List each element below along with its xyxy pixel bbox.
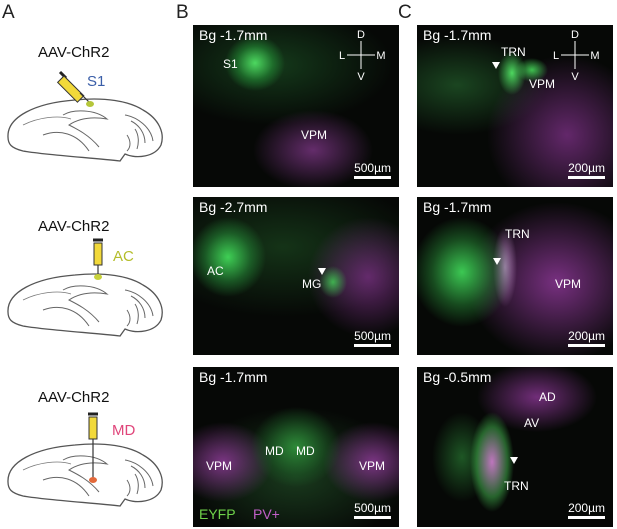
legend-item: PV+ [253,506,280,522]
legend-item: EYFP [199,506,236,522]
brain-outline [7,98,163,162]
axis-ventral: V [571,71,579,81]
arrowhead [493,258,501,265]
axis-medial: M [590,50,599,62]
panel-label: B [176,2,189,23]
target-label: S1 [87,73,106,90]
axis-lateral: L [553,50,559,62]
scale-bar: 200µm [568,329,605,347]
brain-outline [7,273,163,337]
scale-label: 500µm [354,501,391,515]
coordinate: Bg -1.7mm [199,27,268,43]
virus-label: AAV-ChR2 [38,218,110,235]
scale-label: 200µm [568,161,605,175]
scale-bar: 500µm [354,161,391,179]
scale-label: 200µm [568,501,605,515]
micrograph: Bg -0.5mm AD AV TRN 200µm [417,367,613,527]
orientation-cross: D L M V [339,29,386,81]
target-label: AC [113,248,134,265]
region-label: VPM [206,459,233,473]
virus-label: AAV-ChR2 [38,44,110,61]
axis-medial: M [376,50,385,62]
arrowhead [510,457,518,464]
region-label: TRN [505,227,530,241]
brain-outline [7,443,163,507]
micrograph: Bg -1.7mm TRN VPM D L M V 200µm [417,25,613,187]
scale-bar: 200µm [568,161,605,179]
region-label: VPM [529,77,556,91]
injection-diagrams [7,70,163,507]
region-label: MD [265,444,284,458]
scale-bar: 500µm [354,329,391,347]
region-label: VPM [555,277,582,291]
coordinate: Bg -2.7mm [199,199,268,215]
orientation-cross: D L M V [553,29,600,81]
region-label: TRN [501,45,526,59]
region-label: VPM [301,128,328,142]
arrowhead [492,62,500,69]
region-label: MD [296,444,315,458]
coordinate: Bg -0.5mm [423,369,492,385]
coordinate: Bg -1.7mm [423,199,492,215]
axis-dorsal: D [571,29,579,41]
coordinate: Bg -1.7mm [199,369,268,385]
scale-bar: 200µm [568,501,605,519]
region-label: TRN [504,479,529,493]
micrograph: Bg -1.7mm S1 VPM D L M V 500µm [193,25,399,187]
axis-dorsal: D [357,29,365,41]
panel-label: C [398,2,412,23]
scale-label: 500µm [354,329,391,343]
scale-label: 200µm [568,329,605,343]
micrograph: Bg -2.7mm AC MG 500µm [193,197,399,355]
axis-ventral: V [357,71,365,81]
syringe [88,412,98,483]
syringe [56,70,94,107]
syringe [93,238,103,280]
virus-label: AAV-ChR2 [38,389,110,406]
region-label: S1 [223,57,238,71]
scale-label: 500µm [354,161,391,175]
region-label: AD [539,390,556,404]
region-label: VPM [359,459,386,473]
coordinate: Bg -1.7mm [423,27,492,43]
panel-label: A [2,2,15,23]
micrograph: Bg -1.7mm VPM MD MD VPM EYFP PV+ 500µm [193,367,399,527]
target-label: MD [112,422,136,439]
region-label: AV [524,416,540,430]
arrowhead [318,268,326,275]
scale-bar: 500µm [354,501,391,519]
axis-lateral: L [339,50,345,62]
region-label: AC [207,264,224,278]
region-label: MG [302,277,322,291]
micrograph: Bg -1.7mm TRN VPM 200µm [417,197,613,355]
